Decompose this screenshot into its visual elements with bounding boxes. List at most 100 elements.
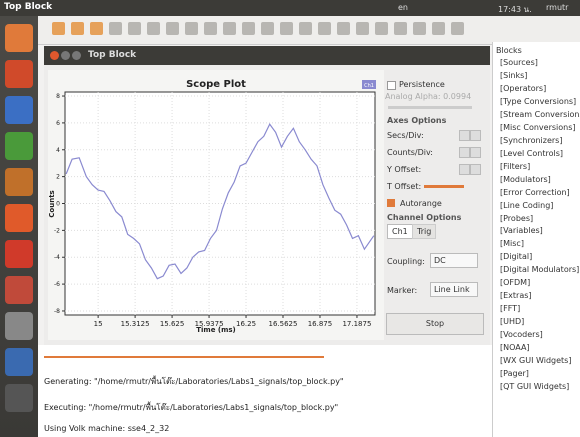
secs-plus[interactable] bbox=[459, 130, 470, 141]
toolbar-icon[interactable] bbox=[242, 22, 255, 35]
toolbar-icon[interactable] bbox=[71, 22, 84, 35]
x-tick-label: 15 bbox=[94, 320, 103, 328]
t-offset-slider[interactable] bbox=[424, 185, 464, 188]
x-tick-label: 15.3125 bbox=[121, 320, 150, 328]
block-category[interactable]: [Variables] bbox=[500, 226, 543, 235]
launcher-icon[interactable] bbox=[5, 96, 33, 124]
toolbar-icon[interactable] bbox=[394, 22, 407, 35]
toolbar-icon[interactable] bbox=[185, 22, 198, 35]
y-tick-label: -8 bbox=[54, 308, 60, 315]
keyboard-indicator[interactable]: en bbox=[398, 3, 408, 12]
marker-select[interactable]: Line Link bbox=[430, 282, 478, 297]
tab-ch1[interactable]: Ch1 bbox=[387, 224, 413, 239]
toolbar-icon[interactable] bbox=[280, 22, 293, 35]
screen: Top Block en 17:43 น. rmutr Top Block Sc… bbox=[0, 0, 580, 437]
toolbar-icon[interactable] bbox=[52, 22, 65, 35]
persistence-label: Persistence bbox=[399, 80, 445, 89]
counts-div-label: Counts/Div: bbox=[387, 148, 433, 157]
toolbar-icon[interactable] bbox=[432, 22, 445, 35]
block-category[interactable]: [UHD] bbox=[500, 317, 524, 326]
toolbar-icon[interactable] bbox=[356, 22, 369, 35]
toolbar-icon[interactable] bbox=[318, 22, 331, 35]
block-category[interactable]: [Operators] bbox=[500, 84, 546, 93]
toolbar-icon[interactable] bbox=[128, 22, 141, 35]
console-line: Using Volk machine: sse4_2_32 bbox=[44, 424, 169, 433]
launcher-icon[interactable] bbox=[5, 384, 33, 412]
secs-minus[interactable] bbox=[470, 130, 481, 141]
tab-trig[interactable]: Trig bbox=[412, 224, 436, 239]
coupling-select[interactable]: DC bbox=[430, 253, 478, 268]
block-category[interactable]: [Digital Modulators] bbox=[500, 265, 579, 274]
toolbar-icon[interactable] bbox=[147, 22, 160, 35]
launcher-icon[interactable] bbox=[5, 348, 33, 376]
toolbar-icon[interactable] bbox=[299, 22, 312, 35]
launcher-icon[interactable] bbox=[5, 60, 33, 88]
block-category[interactable]: [Sinks] bbox=[500, 71, 527, 80]
launcher-icon[interactable] bbox=[5, 132, 33, 160]
block-category[interactable]: [Error Correction] bbox=[500, 188, 570, 197]
user-menu[interactable]: rmutr bbox=[546, 3, 568, 12]
coupling-label: Coupling: bbox=[387, 257, 425, 266]
block-category[interactable]: [FFT] bbox=[500, 304, 520, 313]
toolbar-icon[interactable] bbox=[451, 22, 464, 35]
block-category[interactable]: [Pager] bbox=[500, 369, 529, 378]
block-category[interactable]: [Filters] bbox=[500, 162, 530, 171]
block-category[interactable]: [Vocoders] bbox=[500, 330, 543, 339]
launcher-icon[interactable] bbox=[5, 168, 33, 196]
blocks-title: Blocks bbox=[496, 46, 522, 55]
toolbar-icon[interactable] bbox=[204, 22, 217, 35]
launcher-icon[interactable] bbox=[5, 312, 33, 340]
window-title: Top Block bbox=[88, 50, 136, 60]
toolbar-icon[interactable] bbox=[337, 22, 350, 35]
close-button[interactable] bbox=[50, 51, 59, 60]
console-line: Executing: "/home/rmutr/พื้นโต๊ะ/Laborat… bbox=[44, 401, 338, 414]
yoff-plus[interactable] bbox=[459, 164, 470, 175]
toolbar-icon[interactable] bbox=[375, 22, 388, 35]
toolbar-icon[interactable] bbox=[223, 22, 236, 35]
toolbar-icon[interactable] bbox=[261, 22, 274, 35]
block-category[interactable]: [OFDM] bbox=[500, 278, 530, 287]
toolbar-icon[interactable] bbox=[166, 22, 179, 35]
block-category[interactable]: [Misc] bbox=[500, 239, 524, 248]
scope-plot: Scope Plot Ch1 Time (ms) Counts -8-6-4-2… bbox=[48, 70, 384, 340]
counts-minus[interactable] bbox=[470, 147, 481, 158]
console-line: Generating: "/home/rmutr/พื้นโต๊ะ/Labora… bbox=[44, 375, 344, 388]
launcher-icon[interactable] bbox=[5, 24, 33, 52]
clock[interactable]: 17:43 น. bbox=[498, 3, 532, 16]
persistence-checkbox[interactable] bbox=[387, 81, 396, 90]
alpha-slider[interactable] bbox=[388, 106, 472, 109]
secs-div-label: Secs/Div: bbox=[387, 131, 424, 140]
block-category[interactable]: [Level Controls] bbox=[500, 149, 563, 158]
block-category[interactable]: [Stream Conversions] bbox=[500, 110, 580, 119]
block-category[interactable]: [Line Coding] bbox=[500, 201, 553, 210]
toolbar-icon[interactable] bbox=[413, 22, 426, 35]
block-category[interactable]: [WX GUI Widgets] bbox=[500, 356, 571, 365]
block-category[interactable]: [Synchronizers] bbox=[500, 136, 562, 145]
block-category[interactable]: [Sources] bbox=[500, 58, 538, 67]
autorange-checkbox[interactable] bbox=[387, 199, 395, 207]
launcher-icon[interactable] bbox=[5, 276, 33, 304]
block-category[interactable]: [Misc Conversions] bbox=[500, 123, 576, 132]
x-tick-label: 15.9375 bbox=[195, 320, 224, 328]
block-category[interactable]: [Modulators] bbox=[500, 175, 551, 184]
minimize-button[interactable] bbox=[61, 51, 70, 60]
counts-plus[interactable] bbox=[459, 147, 470, 158]
stop-button[interactable]: Stop bbox=[386, 313, 484, 335]
toolbar-icon[interactable] bbox=[109, 22, 122, 35]
block-category[interactable]: [NOAA] bbox=[500, 343, 530, 352]
autorange-label: Autorange bbox=[400, 199, 442, 208]
toolbar-icon[interactable] bbox=[90, 22, 103, 35]
launcher-icon[interactable] bbox=[5, 240, 33, 268]
maximize-button[interactable] bbox=[72, 51, 81, 60]
launcher-icon[interactable] bbox=[5, 204, 33, 232]
yoff-minus[interactable] bbox=[470, 164, 481, 175]
y-offset-label: Y Offset: bbox=[387, 165, 421, 174]
block-category[interactable]: [Type Conversions] bbox=[500, 97, 576, 106]
block-category[interactable]: [Extras] bbox=[500, 291, 532, 300]
t-offset-label: T Offset: bbox=[387, 182, 421, 191]
block-category[interactable]: [Digital] bbox=[500, 252, 532, 261]
block-category[interactable]: [QT GUI Widgets] bbox=[500, 382, 569, 391]
y-tick-label: 2 bbox=[56, 174, 60, 181]
progress bbox=[44, 356, 324, 358]
block-category[interactable]: [Probes] bbox=[500, 214, 533, 223]
